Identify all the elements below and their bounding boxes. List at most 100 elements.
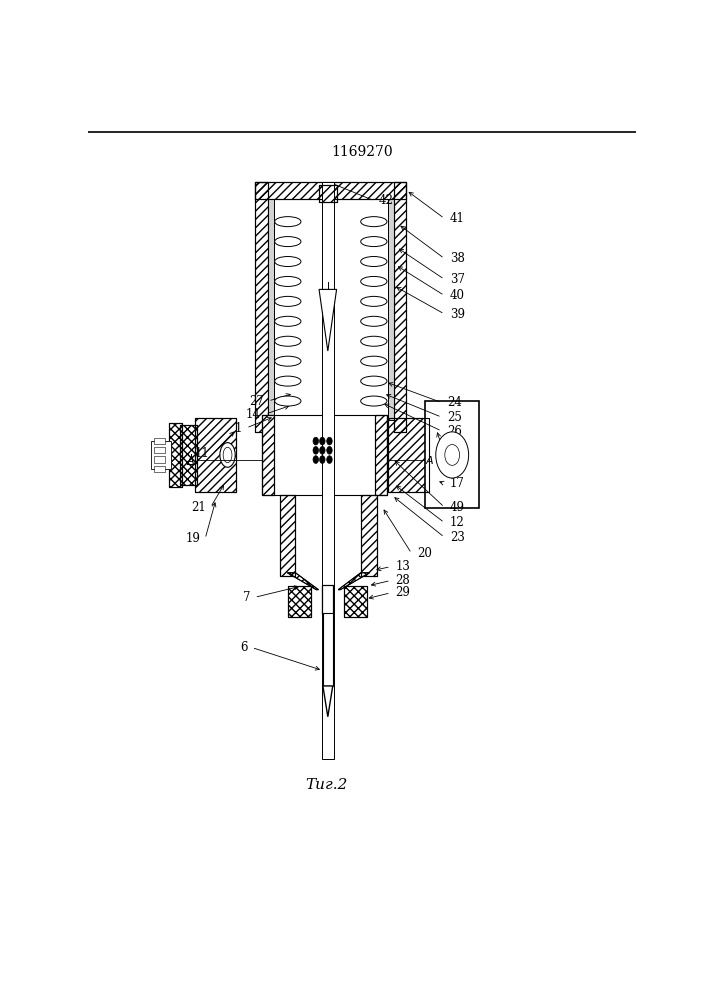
Polygon shape [323,686,333,717]
Text: 38: 38 [450,252,465,265]
Bar [170,423,182,487]
Bar [322,585,333,614]
Ellipse shape [274,396,301,406]
Ellipse shape [361,296,387,306]
Bar [394,182,407,432]
Circle shape [327,456,332,463]
Ellipse shape [361,376,387,386]
Polygon shape [319,289,337,351]
Text: 27: 27 [249,395,264,408]
Text: 41: 41 [450,212,465,225]
Text: 17: 17 [450,477,465,490]
Bar [322,585,333,614]
Text: 1169270: 1169270 [332,145,393,159]
Ellipse shape [220,443,235,467]
Bar [154,438,165,444]
Text: 19: 19 [186,532,201,545]
Text: 14: 14 [246,408,261,421]
Bar [262,415,387,495]
Bar [323,613,333,686]
Text: 7: 7 [243,591,250,604]
Bar [319,185,337,202]
Bar [255,182,407,199]
Ellipse shape [361,316,387,326]
Circle shape [313,456,318,463]
Bar [388,199,394,420]
Circle shape [320,446,325,454]
Bar [262,415,274,495]
Bar [267,199,274,420]
Bar [388,199,394,420]
Text: 12: 12 [450,516,464,529]
Text: 37: 37 [450,273,465,286]
Text: 21: 21 [192,501,206,514]
Bar [274,199,388,420]
Bar [319,185,337,202]
Bar [267,199,274,420]
Ellipse shape [361,276,387,286]
Ellipse shape [274,296,301,306]
Bar [322,585,333,614]
Bar [388,418,429,492]
Circle shape [327,437,332,445]
Bar [170,423,182,487]
Bar [288,586,311,617]
Ellipse shape [361,257,387,267]
Bar [375,415,387,495]
Bar [154,456,165,463]
Bar [388,418,429,492]
Ellipse shape [274,237,301,247]
Bar [394,182,407,432]
Bar [255,182,407,199]
Ellipse shape [274,276,301,286]
Ellipse shape [361,217,387,227]
Circle shape [313,446,318,454]
Bar [255,182,267,432]
Text: Τиг.2: Τиг.2 [305,778,348,792]
Bar [180,425,197,485]
Bar [151,441,170,469]
Text: 26: 26 [448,425,462,438]
Ellipse shape [361,356,387,366]
Bar [375,415,387,495]
Bar [344,586,367,617]
Circle shape [313,437,318,445]
Ellipse shape [361,336,387,346]
Text: 13: 13 [395,560,410,573]
Bar [344,586,367,617]
Bar [195,418,236,492]
Bar [361,495,377,576]
Ellipse shape [361,237,387,247]
Text: 1: 1 [235,422,242,434]
Text: 11: 11 [194,447,209,460]
Bar [361,495,377,576]
Text: 28: 28 [395,574,410,587]
Text: 39: 39 [450,308,465,321]
Bar [255,182,267,432]
Circle shape [320,456,325,463]
Circle shape [436,432,469,478]
Bar [280,495,296,576]
Text: 20: 20 [417,547,432,560]
Bar [180,425,197,485]
Bar [426,401,479,508]
Ellipse shape [274,376,301,386]
Text: 24: 24 [448,396,462,409]
Text: 16: 16 [450,462,465,475]
Text: 25: 25 [448,411,462,424]
Ellipse shape [361,396,387,406]
Text: 29: 29 [395,586,410,599]
Bar [154,466,165,472]
Bar [288,586,311,617]
Circle shape [445,445,460,465]
Ellipse shape [274,356,301,366]
Ellipse shape [274,257,301,267]
Ellipse shape [223,447,232,463]
Bar [322,182,334,759]
Bar [154,447,165,453]
Text: 49: 49 [450,501,465,514]
Bar [267,199,274,420]
Ellipse shape [274,336,301,346]
Bar [195,418,236,492]
Text: 40: 40 [450,289,465,302]
